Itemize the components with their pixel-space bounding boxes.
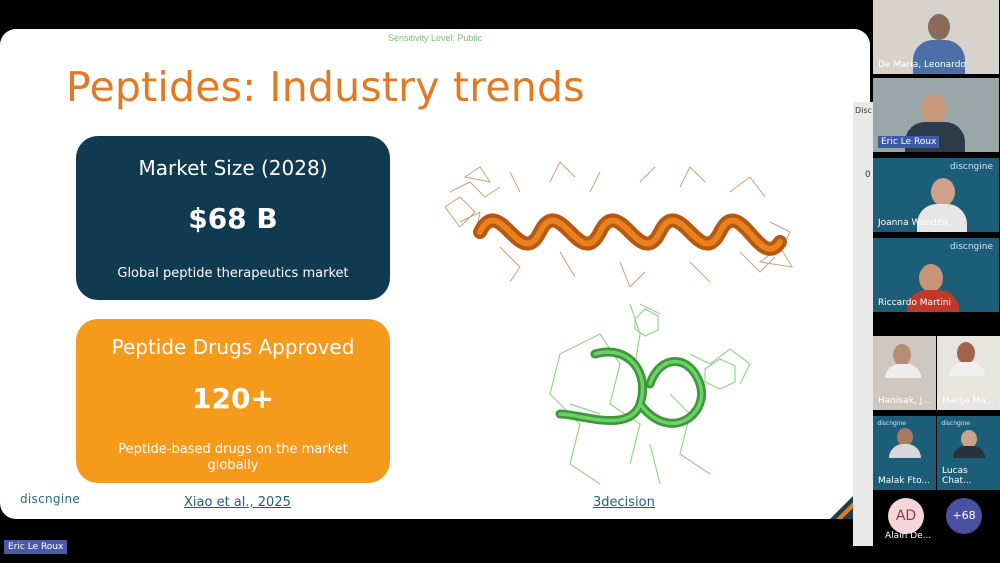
discngine-logo: discngine [20,492,81,506]
participant-tile[interactable]: Hanisak, J... [873,336,936,410]
discngine-watermark: discngine [877,420,906,427]
reference-link-xiao[interactable]: Xiao et al., 2025 [184,495,291,510]
sensitivity-label: Sensitivity Level: Public [387,33,483,43]
participant-name: Marija Ma... [942,396,995,406]
reference-link-3decision[interactable]: 3decision [593,495,655,510]
side-panel-tab[interactable]: Disc [855,106,872,115]
participant-tile[interactable]: discngine Lucas Chat... [937,416,1000,490]
market-size-caption: Global peptide therapeutics market [117,266,349,281]
presenter-label: Eric Le Roux [4,540,68,554]
slide-title: Peptides: Industry trends [66,63,585,111]
participant-name: Lucas Chat... [942,466,972,486]
discngine-watermark: discngine [949,242,993,252]
drugs-approved-value: 120+ [192,382,274,415]
drugs-approved-caption: Peptide-based drugs on the market global… [118,442,348,473]
participant-name: Eric Le Roux [878,136,940,148]
participant-tile[interactable]: Marija Ma... [937,336,1000,410]
participant-tile[interactable]: Eric Le Roux [873,78,999,152]
drugs-approved-heading: Peptide Drugs Approved [111,335,355,359]
participant-tile[interactable]: discngine Malak Fto... [873,416,936,490]
shared-slide: Sensitivity Level: Public Peptides: Indu… [0,29,870,519]
discngine-watermark: discngine [941,420,970,427]
side-panel-edge[interactable]: Disc 0 [853,102,873,546]
helix-peptide-image [444,161,793,288]
participant-tile[interactable]: discngine Riccardo Martini [873,238,999,312]
market-size-value: $68 B [188,202,278,235]
cyclic-peptide-image [549,303,751,485]
participant-name: Riccardo Martini [878,298,952,308]
market-size-card: Market Size (2028) $68 B Global peptide … [76,136,390,300]
side-panel-number: 0 [865,170,871,180]
participant-name: Joanna Wandzik [878,218,950,228]
participant-name: Malak Fto... [878,476,931,486]
more-participants-button[interactable]: +68 [946,498,982,534]
participant-name: Alain De... [885,531,932,541]
discngine-watermark: discngine [949,162,993,172]
participant-name: Hanisak, J... [878,396,931,406]
market-size-heading: Market Size (2028) [138,156,328,180]
participant-avatar[interactable]: AD [888,498,924,534]
participant-tile[interactable]: De Maria, Leonardo [873,0,999,74]
participant-name: De Maria, Leonardo [878,60,966,70]
drugs-approved-card: Peptide Drugs Approved 120+ Peptide-base… [76,319,390,483]
participant-tile[interactable]: discngine Joanna Wandzik [873,158,999,232]
